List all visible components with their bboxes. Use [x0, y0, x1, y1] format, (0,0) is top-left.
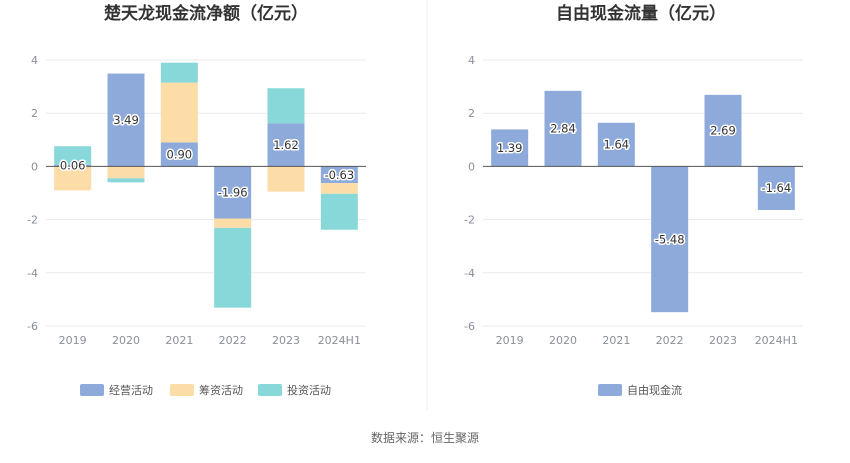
- bar: [54, 164, 92, 167]
- bar: [491, 129, 529, 167]
- x-tick-label: 2024H1: [318, 334, 361, 347]
- x-tick-label: 2021: [165, 334, 193, 347]
- x-tick-label: 2019: [59, 334, 87, 347]
- y-tick-label: -4: [464, 267, 475, 280]
- bar: [107, 166, 145, 179]
- free-cash-flow-chart: 自由现金流量（亿元） 4 2 0 -2 -4 -6 2019 2020 2021 2022 2023 2…: [464, 3, 803, 397]
- cash-flow-chart: 楚天龙现金流净额（亿元） 4 2 0 -2 -4 -6 2019 2020 2021 2022 202…: [27, 3, 366, 397]
- y-tick-label: -2: [464, 214, 475, 227]
- bar: [651, 166, 689, 313]
- bar: [267, 88, 305, 124]
- x-tick-label: 2022: [656, 334, 684, 347]
- bar: [214, 227, 252, 308]
- data-label: 3.49: [113, 113, 139, 127]
- y-tick-label: 2: [31, 107, 38, 120]
- data-label: -5.48: [655, 232, 685, 246]
- legend-swatch: [598, 384, 622, 396]
- data-label: -0.63: [324, 168, 354, 182]
- bar: [160, 82, 198, 143]
- y-tick-label: -6: [27, 320, 38, 333]
- data-label: 1.39: [497, 141, 523, 155]
- bar: [704, 94, 742, 167]
- bar: [107, 73, 145, 167]
- bar: [320, 166, 358, 184]
- data-label: 1.64: [604, 138, 630, 152]
- source-note: 数据来源：恒生聚源: [371, 430, 479, 445]
- bar: [320, 183, 358, 194]
- chart-title: 楚天龙现金流净额（亿元）: [104, 3, 308, 24]
- data-label: -1.96: [218, 185, 248, 199]
- legend-label: 经营活动: [109, 383, 153, 397]
- bar: [54, 146, 92, 165]
- legend-label: 自由现金流: [627, 383, 682, 397]
- legend-swatch: [170, 384, 194, 396]
- data-label: 0.06: [60, 159, 86, 173]
- bar: [107, 178, 145, 183]
- y-tick-label: 0: [31, 160, 38, 173]
- y-tick-label: 4: [468, 54, 475, 67]
- bar: [160, 142, 198, 167]
- data-label: 2.69: [710, 124, 736, 138]
- legend-swatch: [258, 384, 282, 396]
- y-tick-label: -4: [27, 267, 38, 280]
- bar: [160, 62, 198, 83]
- bar: [54, 166, 92, 191]
- bar: [214, 218, 252, 228]
- legend-swatch: [80, 384, 104, 396]
- x-tick-label: 2021: [602, 334, 630, 347]
- y-tick-label: 4: [31, 54, 38, 67]
- data-label: 2.84: [550, 122, 576, 136]
- x-tick-label: 2024H1: [755, 334, 798, 347]
- legend-label: 投资活动: [287, 383, 331, 397]
- x-tick-label: 2019: [496, 334, 524, 347]
- bar: [544, 90, 582, 167]
- x-tick-label: 2022: [219, 334, 247, 347]
- bar: [267, 123, 305, 167]
- legend-label: 筹资活动: [199, 383, 243, 397]
- y-tick-label: 0: [468, 160, 475, 173]
- x-tick-label: 2020: [549, 334, 577, 347]
- bar: [214, 166, 252, 219]
- y-tick-label: -2: [27, 214, 38, 227]
- chart-title: 自由现金流量（亿元）: [556, 3, 726, 24]
- bar: [597, 122, 635, 167]
- x-tick-label: 2023: [272, 334, 300, 347]
- x-tick-label: 2023: [709, 334, 737, 347]
- y-tick-label: 2: [468, 107, 475, 120]
- x-tick-label: 2020: [112, 334, 140, 347]
- data-label: -1.64: [761, 181, 791, 195]
- bar: [757, 166, 795, 211]
- data-label: 0.90: [167, 147, 193, 161]
- bar: [267, 166, 305, 192]
- bar: [320, 193, 358, 230]
- y-tick-label: -6: [464, 320, 475, 333]
- data-label: 1.62: [273, 138, 299, 152]
